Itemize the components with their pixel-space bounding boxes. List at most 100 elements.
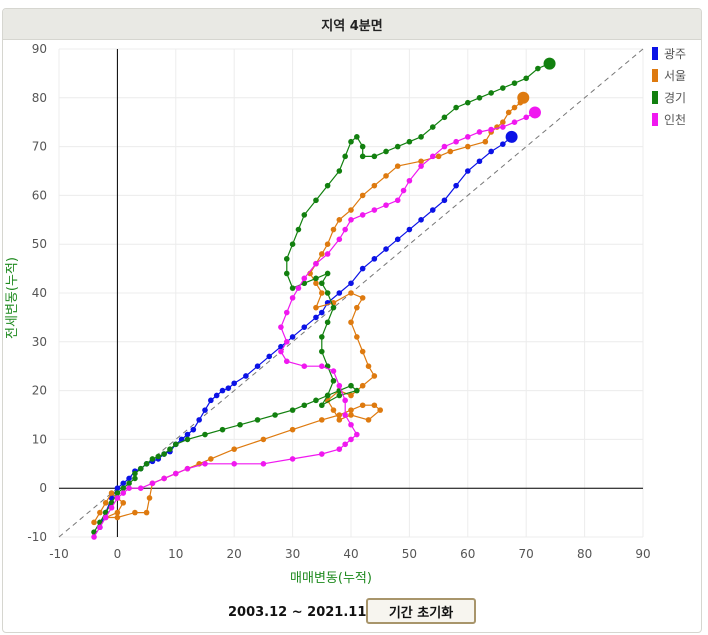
data-point	[359, 153, 366, 160]
data-point	[465, 99, 471, 106]
data-point	[283, 270, 290, 277]
data-point	[97, 524, 103, 531]
data-point	[126, 485, 132, 492]
data-point	[149, 480, 156, 487]
data-point	[114, 485, 121, 492]
data-point	[184, 431, 191, 438]
series-인천	[91, 106, 541, 540]
data-point	[143, 509, 150, 516]
legend-label: 경기	[664, 91, 686, 105]
data-point	[91, 519, 97, 526]
legend-swatch	[652, 47, 658, 60]
data-point	[324, 290, 331, 296]
x-tick-label: 90	[635, 547, 650, 561]
data-point	[149, 456, 156, 462]
series-end-point	[505, 130, 518, 143]
data-point	[208, 456, 214, 462]
data-point	[418, 217, 424, 223]
data-point	[342, 226, 348, 233]
data-point	[330, 368, 337, 374]
period-range-text: 2003.12 ~ 2021.11	[228, 605, 367, 620]
data-point	[289, 456, 296, 462]
data-point	[126, 480, 132, 487]
data-point	[336, 217, 343, 223]
data-point	[324, 392, 331, 399]
data-point	[330, 407, 337, 413]
data-point	[359, 295, 366, 301]
data-point	[342, 397, 348, 404]
data-point	[319, 290, 325, 296]
data-point	[324, 251, 331, 257]
reset-period-button[interactable]: 기간 초기화	[366, 598, 476, 624]
y-tick-label: 60	[32, 188, 47, 202]
data-point	[476, 158, 483, 165]
data-point	[383, 148, 389, 155]
data-point	[441, 114, 448, 121]
data-point	[283, 309, 290, 316]
data-point	[126, 475, 132, 482]
data-point	[371, 153, 378, 160]
data-point	[102, 500, 109, 506]
data-point	[523, 114, 529, 121]
data-point	[295, 226, 302, 233]
x-tick-label: 60	[460, 547, 475, 561]
y-tick-label: 50	[32, 237, 47, 251]
y-tick-label: -10	[27, 530, 47, 544]
data-point	[289, 426, 296, 433]
data-point	[465, 134, 471, 140]
data-point	[488, 148, 494, 155]
data-point	[108, 500, 115, 506]
x-tick-label: -10	[49, 547, 69, 561]
data-point	[348, 319, 354, 326]
data-point	[429, 124, 436, 130]
data-point	[488, 126, 494, 133]
data-point	[435, 153, 442, 160]
legend-label: 광주	[664, 47, 686, 61]
data-point	[476, 129, 483, 135]
data-point	[313, 314, 319, 321]
data-point	[161, 451, 167, 457]
data-point	[371, 373, 378, 379]
data-point	[202, 407, 208, 413]
data-point	[336, 446, 343, 452]
y-tick-label: 70	[32, 140, 47, 154]
data-point	[500, 119, 506, 125]
data-point	[254, 363, 261, 370]
data-point	[319, 348, 325, 355]
data-point	[102, 514, 109, 521]
data-point	[406, 177, 413, 184]
data-point	[342, 441, 348, 448]
data-point	[348, 392, 354, 399]
data-point	[523, 75, 529, 82]
data-point	[219, 426, 226, 433]
data-point	[371, 207, 378, 213]
y-axis-label: 전세변동(누적)	[5, 257, 20, 339]
legend-label: 인천	[664, 112, 686, 127]
series-end-point	[543, 57, 556, 70]
data-point	[289, 285, 296, 291]
data-point	[336, 417, 343, 423]
data-point	[342, 412, 348, 418]
data-point	[231, 446, 237, 452]
data-point	[359, 143, 366, 150]
data-point	[114, 509, 121, 516]
data-point	[465, 168, 471, 174]
y-tick-label: 40	[32, 286, 47, 300]
data-point	[348, 412, 354, 418]
data-point	[283, 339, 290, 345]
data-point	[313, 260, 319, 267]
panel-title: 지역 4분면	[3, 9, 701, 40]
data-point	[488, 90, 494, 96]
data-point	[348, 436, 354, 443]
data-point	[476, 95, 483, 101]
data-point	[108, 504, 115, 511]
data-point	[196, 417, 202, 423]
legend-swatch	[652, 91, 658, 104]
data-point	[173, 470, 179, 477]
data-point	[342, 153, 348, 160]
series-line	[93, 111, 536, 538]
data-point	[260, 436, 267, 443]
data-point	[313, 197, 319, 204]
data-point	[319, 451, 325, 457]
